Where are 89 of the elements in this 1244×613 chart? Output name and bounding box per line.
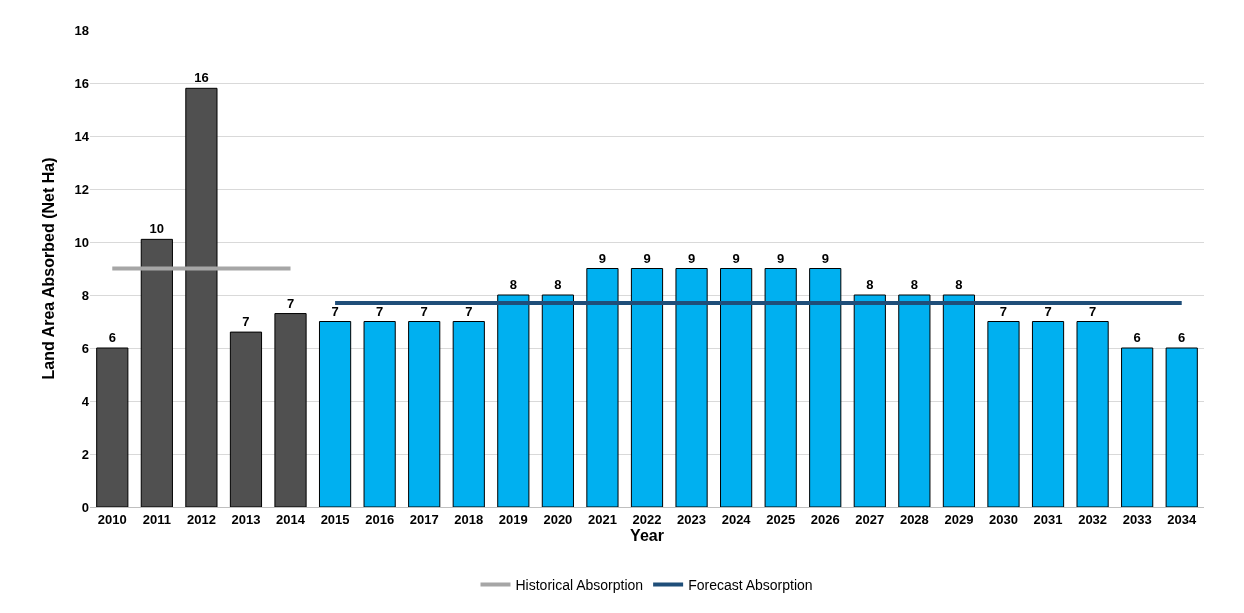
x-tick-label: 2032	[1078, 511, 1108, 527]
x-tick-label: 2012	[186, 511, 216, 527]
data-label: 9	[821, 250, 829, 266]
x-tick-label: 2010	[97, 511, 127, 527]
bar	[809, 268, 842, 507]
bar	[630, 268, 664, 507]
bar	[675, 268, 708, 507]
legend-label: Historical Absorption	[515, 577, 644, 594]
data-label: 6	[1178, 330, 1186, 345]
data-label: 7	[1088, 303, 1097, 319]
x-tick-label: 2030	[989, 511, 1018, 527]
bar	[853, 294, 886, 507]
data-label: 7	[286, 295, 295, 311]
y-axis-title: Land Area Absorbed (Net Ha)	[40, 157, 58, 380]
x-tick-label: 2027	[855, 511, 885, 527]
x-tick-label: 2024	[721, 511, 752, 527]
x-tick-label: 2021	[587, 511, 617, 527]
x-tick-label: 2023	[677, 511, 707, 527]
x-tick-label: 2029	[944, 511, 974, 527]
data-label: 9	[732, 250, 740, 266]
bar	[1076, 321, 1109, 507]
data-label: 7	[331, 303, 339, 319]
x-tick-label: 2017	[409, 511, 439, 527]
x-tick-label: 2016	[365, 511, 395, 527]
bar	[586, 268, 619, 507]
data-label: 7	[1044, 303, 1052, 319]
x-tick-label: 2015	[320, 511, 350, 527]
data-label: 7	[420, 303, 428, 319]
bar	[541, 294, 574, 507]
x-tick-label: 2020	[543, 511, 573, 527]
data-label: 9	[643, 250, 651, 266]
data-label: 8	[866, 277, 874, 292]
data-label: 9	[598, 250, 607, 266]
data-label: 9	[687, 250, 696, 266]
x-tick-label: 2026	[810, 511, 840, 527]
data-label: 6	[1133, 330, 1141, 345]
y-tick-label: 6	[81, 340, 89, 356]
x-tick-label: 2018	[454, 511, 484, 527]
bar	[1165, 347, 1198, 507]
data-label: 7	[376, 303, 384, 319]
y-tick-label: 18	[74, 22, 89, 38]
x-tick-label: 2033	[1122, 511, 1152, 527]
x-tick-label: 2031	[1033, 511, 1063, 527]
x-tick-label: 2028	[899, 511, 929, 527]
x-tick-label: 2022	[632, 511, 662, 527]
data-label: 9	[777, 250, 785, 266]
bar	[942, 294, 976, 507]
bar	[1031, 321, 1065, 507]
data-label: 7	[242, 314, 250, 330]
bar	[720, 268, 753, 507]
data-label: 8	[955, 277, 963, 292]
y-tick-label: 2	[81, 446, 89, 462]
data-label: 8	[509, 277, 517, 292]
data-label: 8	[554, 277, 562, 292]
bar	[497, 294, 530, 507]
x-tick-label: 2025	[766, 511, 796, 527]
y-tick-label: 12	[74, 181, 89, 197]
y-tick-label: 8	[81, 287, 89, 303]
y-tick-label: 10	[74, 234, 89, 250]
data-label: 10	[149, 221, 165, 237]
y-tick-label: 4	[81, 393, 90, 409]
data-label: 7	[999, 303, 1008, 319]
y-tick-label: 0	[81, 499, 89, 515]
bar	[987, 321, 1020, 507]
x-tick-label: 2013	[231, 511, 261, 527]
data-label: 8	[910, 277, 918, 292]
bar	[363, 321, 396, 507]
y-tick-label: 14	[74, 128, 90, 144]
x-tick-label: 2011	[142, 511, 171, 527]
x-axis-title: Year	[630, 527, 664, 545]
bar	[318, 321, 352, 507]
data-label: 16	[194, 70, 209, 86]
bar	[898, 294, 931, 507]
data-label: 7	[465, 303, 473, 319]
data-label: 6	[108, 330, 116, 345]
bar	[140, 238, 173, 507]
bar	[764, 268, 797, 507]
y-tick-label: 16	[74, 75, 89, 91]
bar	[96, 347, 129, 507]
bar	[229, 331, 263, 507]
bar	[408, 321, 441, 507]
bar	[274, 313, 307, 507]
bar	[185, 87, 218, 507]
x-tick-label: 2034	[1167, 511, 1197, 527]
x-tick-label: 2014	[276, 511, 306, 527]
bar	[1121, 347, 1154, 507]
x-tick-label: 2019	[498, 511, 528, 527]
bar	[452, 321, 485, 507]
legend-label: Forecast Absorption	[688, 577, 813, 594]
